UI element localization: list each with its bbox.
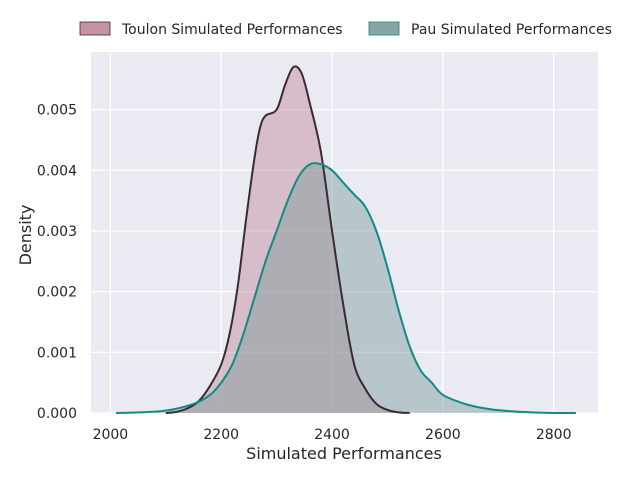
legend-swatch	[368, 21, 400, 36]
density-line-series-1	[165, 65, 410, 414]
density-area-series-2	[115, 163, 576, 414]
legend-label: Pau Simulated Performances	[411, 22, 612, 38]
x-tick-label: 2200	[203, 427, 239, 443]
x-tick-label: 2600	[425, 427, 461, 443]
x-tick-label: 2800	[536, 427, 572, 443]
density-areas	[115, 65, 576, 415]
x-tick-label: 2400	[314, 427, 350, 443]
y-tick-label: 0.001	[37, 345, 77, 361]
y-tick-labels: 0.000 0.001 0.002 0.003 0.004 0.005	[37, 103, 77, 422]
legend-swatch	[79, 21, 111, 36]
legend-label: Toulon Simulated Performances	[121, 22, 343, 38]
density-line-series-2	[115, 162, 576, 415]
y-tick-label: 0.004	[37, 163, 77, 179]
x-tick-labels: 2000 2200 2400 2600 2800	[93, 427, 572, 443]
density-area-series-1	[165, 66, 410, 413]
y-axis-label: Density	[16, 205, 35, 266]
x-axis-label: Simulated Performances	[246, 444, 442, 463]
x-tick-label: 2000	[93, 427, 129, 443]
y-tick-label: 0.002	[37, 285, 77, 301]
y-tick-label: 0.005	[37, 103, 77, 119]
y-tick-label: 0.000	[37, 406, 77, 422]
legend: Toulon Simulated Performances Pau Simulat…	[79, 21, 612, 38]
y-tick-label: 0.003	[37, 224, 77, 240]
